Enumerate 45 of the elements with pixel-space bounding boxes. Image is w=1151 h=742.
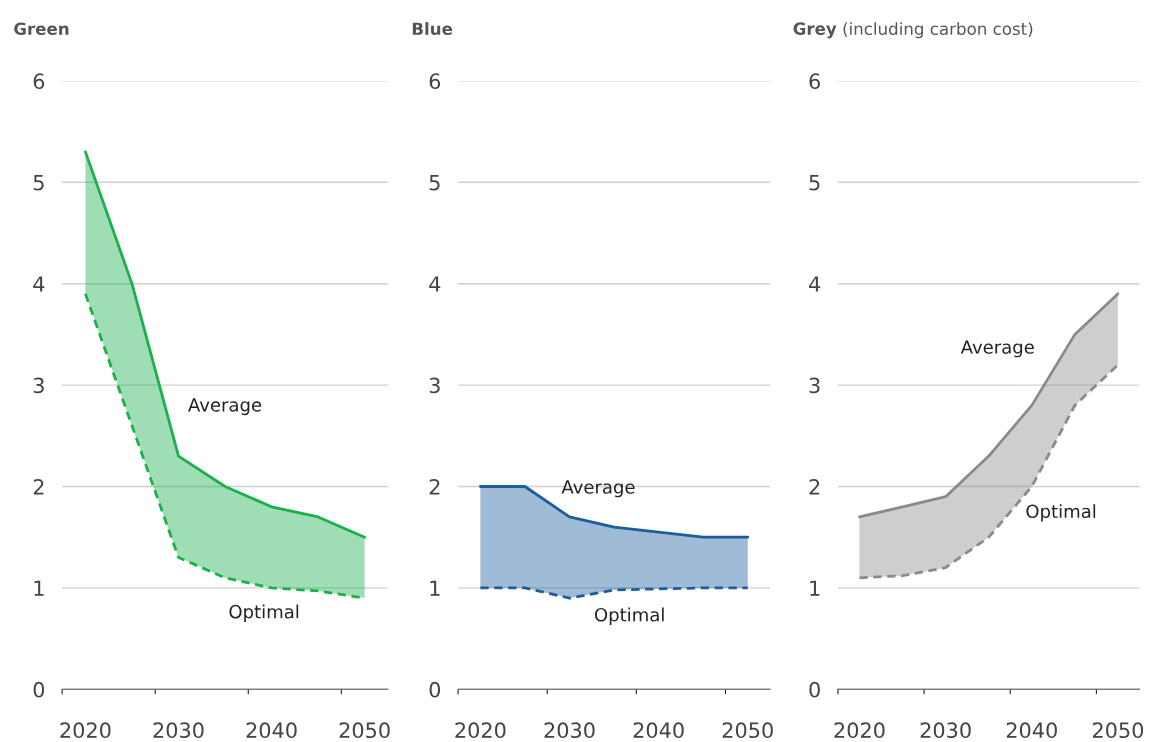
x-tick-label: 2050 — [339, 722, 390, 739]
series-label: Optimal — [229, 604, 299, 622]
chart-title: Blue — [412, 22, 453, 36]
y-tick-label: 5 — [33, 175, 44, 191]
x-tick-label: 2050 — [1092, 722, 1144, 739]
x-tick-label: 2030 — [153, 722, 204, 739]
y-tick-label: 4 — [809, 276, 821, 292]
series-label: Average — [561, 480, 635, 498]
y-tick-label: 6 — [33, 73, 45, 90]
x-tick-label: 2040 — [246, 722, 297, 739]
y-tick-label: 4 — [429, 276, 441, 292]
line-series — [478, 586, 750, 600]
y-tick-label: 6 — [809, 73, 820, 90]
y-tick-label: 0 — [809, 681, 820, 698]
chart-title: Green — [14, 22, 69, 36]
y-tick-label: 1 — [34, 580, 44, 596]
y-tick-label: 1 — [430, 580, 440, 596]
y-tick-label: 5 — [429, 175, 440, 191]
y-tick-label: 2 — [33, 478, 44, 495]
x-tick-label: 2050 — [722, 722, 773, 739]
y-tick-label: 0 — [33, 681, 45, 698]
y-tick-label: 4 — [33, 276, 45, 292]
series-label: Average — [188, 398, 262, 416]
x-tick-label: 2020 — [60, 722, 111, 739]
y-tick-label: 1 — [810, 580, 820, 596]
line-series — [858, 363, 1120, 580]
y-tick-label: 6 — [429, 73, 441, 90]
chart-subtitle: (including carbon cost) — [843, 22, 1033, 39]
y-tick-label: 5 — [809, 175, 820, 191]
x-tick-label: 2020 — [455, 722, 506, 739]
y-tick-label: 0 — [429, 681, 441, 698]
x-tick-label: 2040 — [633, 722, 684, 739]
y-tick-label: 3 — [33, 377, 44, 394]
y-tick-label: 3 — [429, 377, 440, 394]
x-tick-label: 2030 — [544, 722, 595, 739]
series-label: Optimal — [594, 607, 664, 626]
series-label: Average — [960, 340, 1034, 358]
y-tick-label: 2 — [809, 478, 820, 495]
series-label: Optimal — [1026, 504, 1096, 522]
chart-title: Grey — [793, 22, 837, 39]
x-tick-label: 2030 — [920, 722, 971, 739]
y-tick-label: 3 — [809, 377, 820, 394]
y-tick-label: 2 — [429, 478, 440, 495]
x-tick-label: 2040 — [1006, 722, 1057, 739]
x-tick-label: 2020 — [834, 722, 885, 739]
